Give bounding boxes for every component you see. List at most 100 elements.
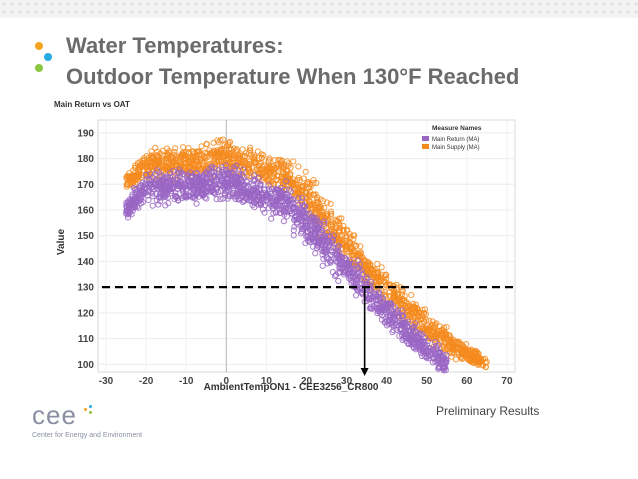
series-point-main-return	[337, 260, 344, 267]
series-point-main-return	[315, 243, 322, 250]
series-point-main-supply	[338, 215, 345, 222]
series-point-main-return	[419, 338, 426, 345]
series-point-main-supply	[180, 144, 187, 151]
series-point-main-supply	[137, 161, 144, 169]
chart-title: Main Return vs OAT	[54, 100, 130, 109]
x-tick-label: -20	[139, 376, 154, 387]
series-point-main-return	[441, 364, 448, 372]
series-point-main-supply	[235, 154, 242, 161]
series-point-main-supply	[357, 243, 364, 250]
series-point-main-return	[434, 349, 441, 356]
series-point-main-return	[131, 197, 138, 205]
legend: Measure Names Main Return (MA) Main Supply…	[422, 125, 482, 151]
series-point-main-return	[297, 230, 305, 237]
series-point-main-return	[187, 183, 194, 191]
series-point-main-return	[203, 174, 210, 181]
series-point-main-supply	[168, 153, 175, 161]
series-point-main-return	[236, 189, 243, 196]
series-point-main-supply	[314, 199, 321, 206]
series-point-main-return	[437, 356, 444, 363]
series-point-main-return	[235, 183, 243, 190]
series-point-main-return	[325, 242, 333, 249]
series-point-main-supply	[429, 325, 436, 332]
series-point-main-supply	[135, 172, 143, 179]
series-point-main-return	[138, 182, 145, 189]
series-point-main-return	[220, 195, 227, 202]
series-point-main-return	[224, 184, 231, 191]
series-point-main-return	[315, 236, 322, 243]
x-tick-label: 10	[261, 376, 273, 387]
series-point-main-supply	[270, 169, 277, 176]
series-point-main-supply	[299, 184, 306, 191]
series-point-main-return	[321, 232, 328, 239]
series-point-main-supply	[242, 159, 249, 166]
series-point-main-return	[166, 169, 174, 176]
series-point-main-return	[396, 332, 403, 339]
series-point-main-supply	[462, 350, 469, 357]
series-point-main-supply	[272, 164, 279, 171]
series-point-main-return	[354, 257, 361, 264]
series-point-main-return	[377, 307, 384, 314]
legend-swatch	[422, 144, 429, 149]
series-point-main-return	[213, 196, 220, 203]
series-point-main-supply	[469, 358, 476, 365]
logo-spark-dot	[84, 408, 87, 411]
series-point-main-supply	[375, 278, 382, 285]
series-point-main-return	[411, 323, 418, 330]
series-point-main-supply	[383, 275, 390, 282]
series-point-main-return	[202, 189, 209, 196]
series-point-main-supply	[434, 328, 441, 335]
series-point-main-return	[386, 313, 394, 320]
preliminary-results-note: Preliminary Results	[436, 404, 540, 418]
series-point-main-supply	[154, 160, 161, 168]
series-point-main-return	[432, 343, 439, 350]
series-point-main-supply	[425, 333, 432, 341]
series-point-main-return	[180, 193, 187, 200]
series-point-main-supply	[466, 350, 473, 357]
series-point-main-supply	[398, 299, 405, 307]
legend-entry-label: Main Supply (MA)	[432, 145, 480, 151]
series-point-main-supply	[246, 150, 253, 157]
series-point-main-supply	[328, 219, 335, 226]
series-point-main-return	[327, 259, 334, 266]
series-point-main-return	[129, 191, 136, 198]
series-point-main-return	[390, 327, 397, 334]
series-point-main-return	[352, 272, 359, 279]
series-point-main-return	[217, 195, 224, 203]
series-point-main-return	[283, 192, 290, 199]
series-point-main-return	[411, 328, 418, 335]
series-point-main-return	[322, 248, 329, 255]
series-point-main-supply	[217, 151, 224, 158]
series-point-main-return	[231, 165, 239, 172]
series-point-main-supply	[454, 340, 461, 347]
blue-dot	[44, 53, 52, 61]
series-point-main-return	[395, 313, 402, 320]
y-tick-label: 150	[77, 231, 94, 242]
series-point-main-return	[416, 341, 423, 348]
series-point-main-supply	[401, 293, 408, 300]
series-point-main-return	[335, 277, 342, 285]
series-point-main-supply	[398, 291, 405, 298]
series-point-main-return	[431, 349, 438, 356]
series-point-main-supply	[197, 165, 204, 172]
series-point-main-return	[153, 191, 160, 198]
series-point-main-supply	[285, 160, 292, 167]
series-point-main-supply	[291, 180, 298, 187]
series-point-main-return	[157, 194, 165, 201]
series-point-main-supply	[438, 332, 445, 339]
series-point-main-supply	[266, 170, 273, 177]
series-point-main-return	[206, 178, 213, 186]
series-point-main-return	[405, 340, 412, 348]
series-point-main-return	[123, 207, 131, 215]
series-point-main-return	[366, 305, 373, 312]
series-point-main-supply	[440, 334, 447, 341]
series-point-main-return	[321, 220, 328, 227]
x-tick-label: 60	[461, 376, 473, 387]
data-points	[123, 136, 490, 374]
series-point-main-return	[143, 176, 150, 183]
series-point-main-return	[161, 186, 168, 193]
series-point-main-supply	[266, 164, 273, 171]
legend-title: Measure Names	[432, 125, 482, 132]
series-point-main-return	[308, 218, 315, 225]
series-point-main-supply	[310, 180, 317, 187]
